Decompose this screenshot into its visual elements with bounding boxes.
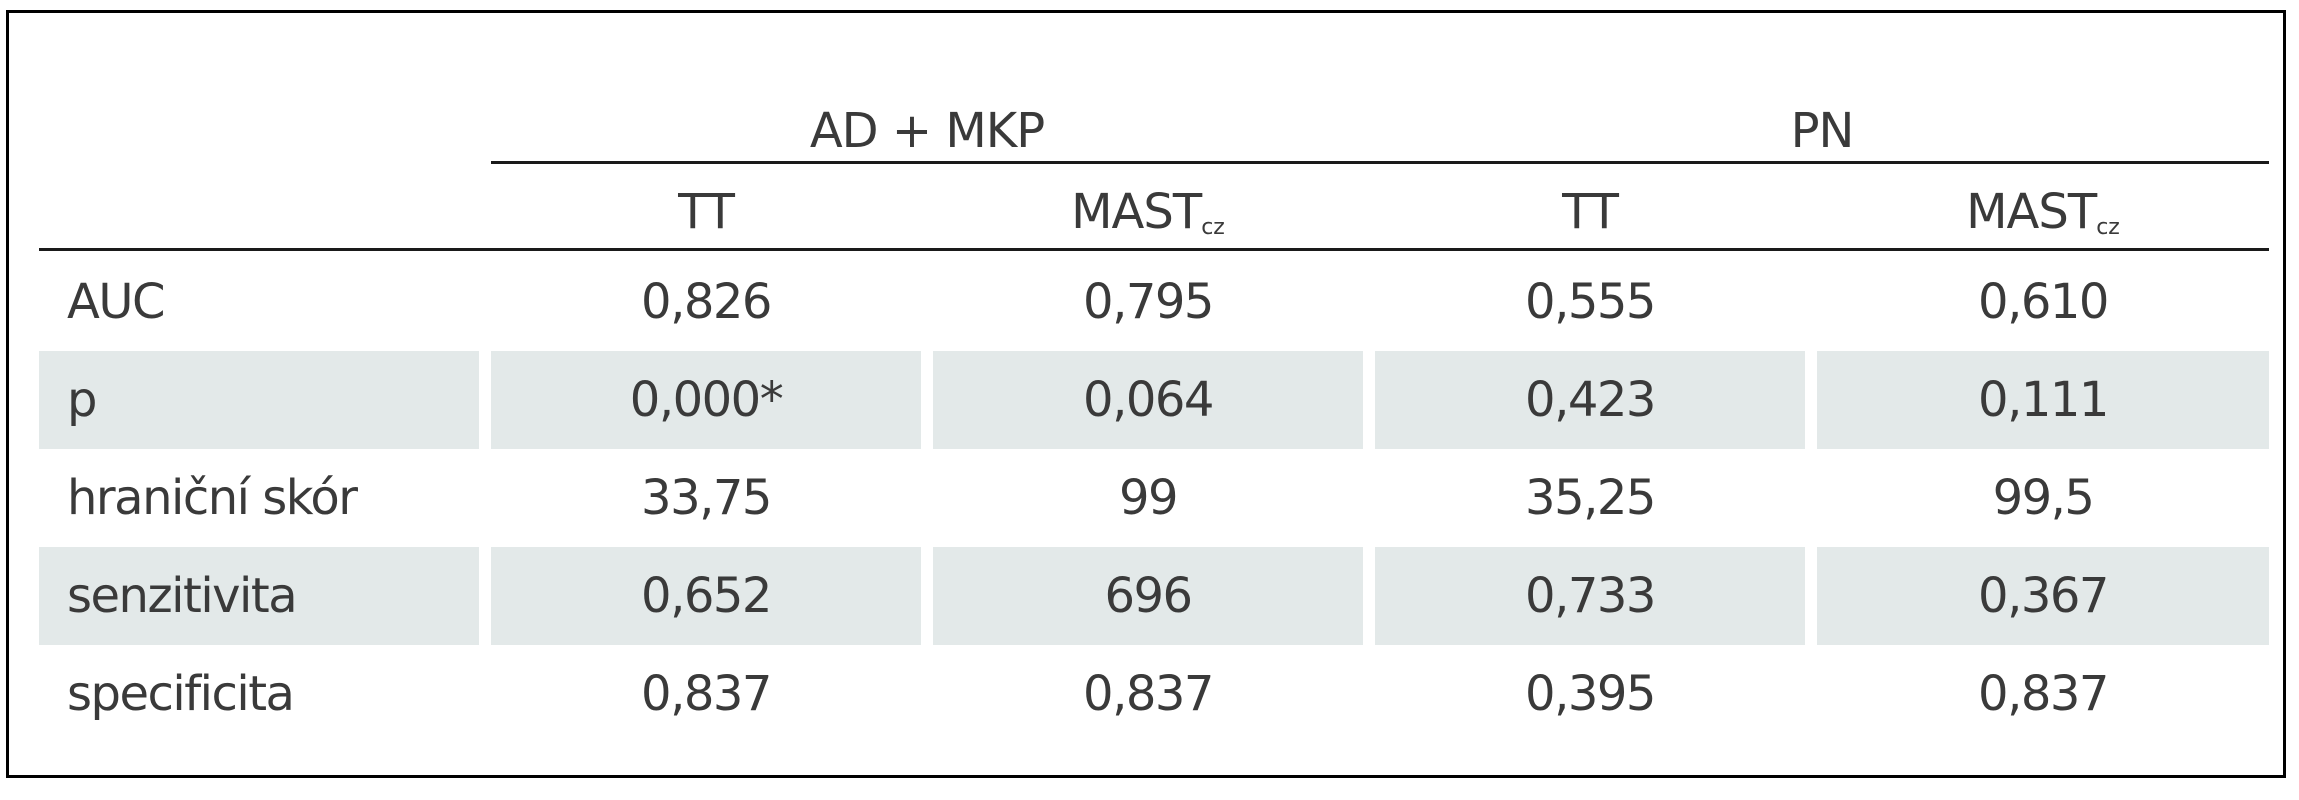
table-cell: 33,75 — [641, 470, 772, 526]
table-cell: 99 — [1118, 470, 1179, 526]
row-label: senzitivita — [39, 547, 479, 645]
table-cell: 0,837 — [1083, 666, 1214, 722]
table-cell: 0,733 — [1375, 547, 1805, 645]
subheader-tt-1: TT — [678, 184, 735, 240]
table-cell: 0,064 — [933, 351, 1363, 449]
table-cell: 0,000* — [491, 351, 921, 449]
header-rule — [39, 248, 2269, 251]
table-cell: 0,610 — [1978, 274, 2109, 330]
group-underline — [491, 161, 2269, 164]
subheader-mast-1: MASTcz — [1071, 184, 1225, 240]
table-cell: 0,367 — [1817, 547, 2269, 645]
subheader-mast-2: MASTcz — [1966, 184, 2120, 240]
table-cell: 0,395 — [1525, 666, 1656, 722]
table-row: AUC 0,826 0,795 0,555 0,610 — [39, 253, 2269, 351]
table-cell: 0,795 — [1083, 274, 1214, 330]
table-row: senzitivita 0,652 696 0,733 0,367 — [39, 547, 2269, 645]
table-cell: 35,25 — [1525, 470, 1656, 526]
table-frame: AD + MKP PN TT MASTcz TT MASTcz AUC 0,82… — [6, 10, 2286, 778]
table-cell: 0,837 — [1978, 666, 2109, 722]
table-cell: 0,826 — [641, 274, 772, 330]
table-cell: 0,837 — [641, 666, 772, 722]
group-header-ad-mkp: AD + MKP — [809, 103, 1045, 159]
subheader-tt-2: TT — [1562, 184, 1619, 240]
table-row: hraniční skór 33,75 99 35,25 99,5 — [39, 449, 2269, 547]
table-cell: 99,5 — [1992, 470, 2095, 526]
table-row: specificita 0,837 0,837 0,395 0,837 — [39, 645, 2269, 743]
row-label: AUC — [67, 274, 165, 330]
table-row: p 0,000* 0,064 0,423 0,111 — [39, 351, 2269, 449]
row-label: p — [39, 351, 479, 449]
table-cell: 696 — [933, 547, 1363, 645]
table-cell: 0,652 — [491, 547, 921, 645]
table-cell: 0,555 — [1525, 274, 1656, 330]
row-label: hraniční skór — [67, 470, 358, 526]
group-header-pn: PN — [1790, 103, 1855, 159]
table-cell: 0,423 — [1375, 351, 1805, 449]
table-cell: 0,111 — [1817, 351, 2269, 449]
row-label: specificita — [67, 666, 295, 722]
